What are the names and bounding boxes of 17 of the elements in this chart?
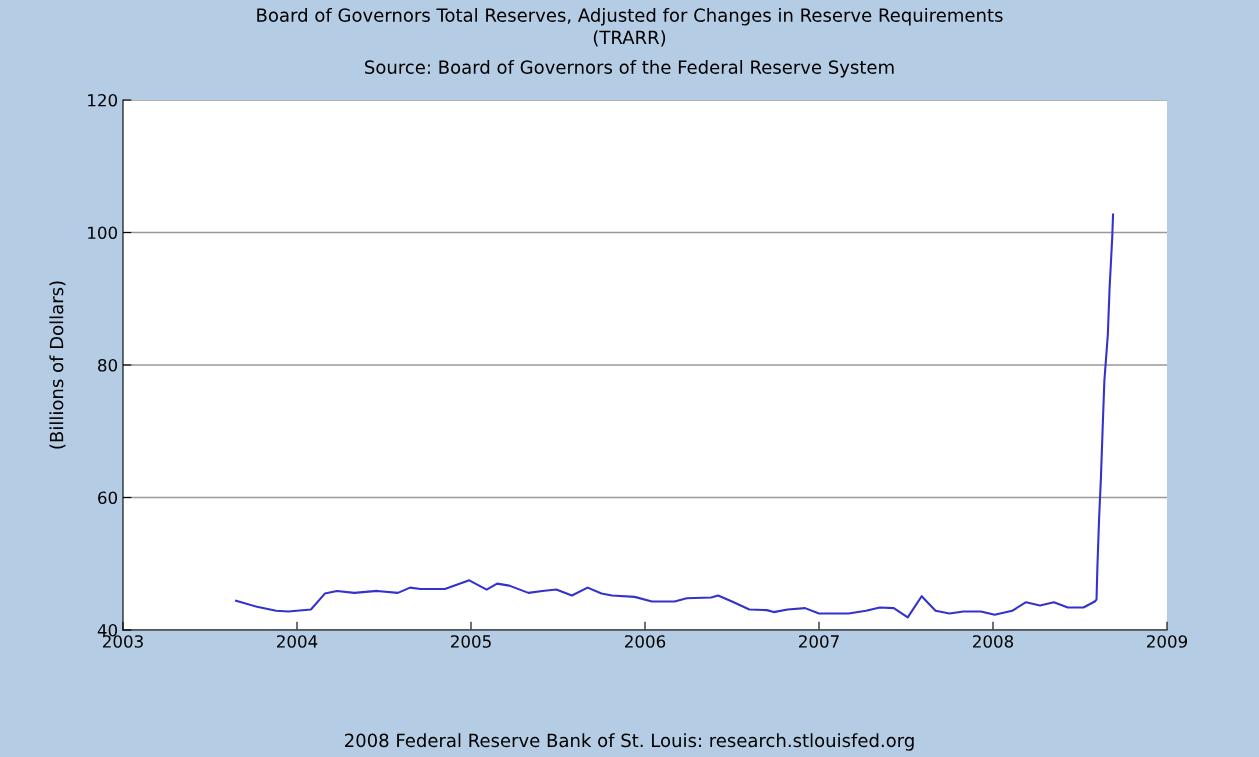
x-tick-label: 2006 [625,635,666,648]
x-tick-label: 2005 [451,635,491,648]
x-tick-label: 2008 [973,635,1014,648]
chart-title: Board of Governors Total Reserves, Adjusted for Changes in Reserve Requirements (TRARR) [257,8,1003,47]
x-tick-label: 2003 [103,635,143,648]
chart-subtitle: Source: Board of Governors of the Federal Reserve System [365,60,894,78]
y-tick-label: 120 [88,93,118,107]
y-tick-label: 40 [97,623,118,637]
text: 2008 Federal Reserve Bank of St. Louis: research.stlouisfed.org [345,733,914,751]
y-axis-title: (Billions of Dollars) [49,281,66,449]
x-tick-label: 2007 [799,635,839,648]
line-series [235,213,1115,619]
y-tick-label: 100 [88,226,118,240]
y-tick-label: 60 [98,491,118,505]
y-tick-label: 80 [98,358,118,372]
x-tick-label: 2009 [1147,635,1188,648]
x-tick-label: 2004 [277,635,318,648]
